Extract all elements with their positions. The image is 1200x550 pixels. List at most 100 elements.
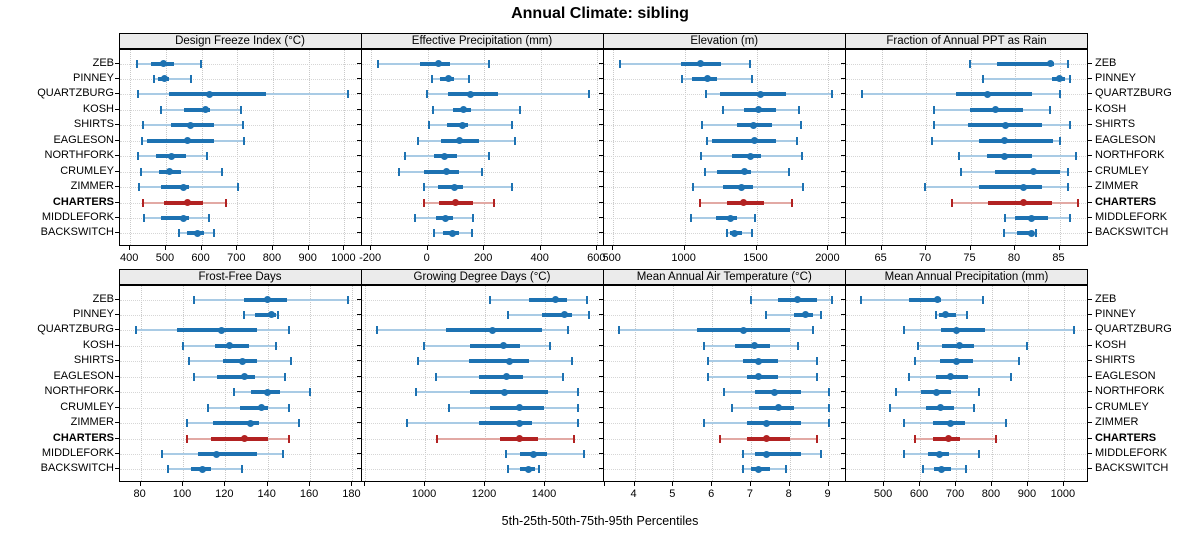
y-tick bbox=[841, 170, 845, 172]
x-tick-label: 700 bbox=[945, 488, 965, 500]
whisker-cap bbox=[1073, 326, 1076, 335]
whisker-cap bbox=[142, 214, 145, 222]
percentile-whisker bbox=[432, 108, 521, 111]
x-tick bbox=[749, 482, 751, 486]
percentile-whisker bbox=[428, 124, 512, 127]
median-dot bbox=[257, 404, 265, 412]
whisker-cap bbox=[1069, 214, 1072, 222]
panel-title: Frost-Free Days bbox=[198, 271, 282, 283]
y-tick bbox=[841, 313, 845, 315]
x-tick bbox=[236, 246, 238, 250]
x-tick bbox=[129, 246, 131, 250]
gridline bbox=[1015, 50, 1017, 245]
whisker-cap bbox=[281, 450, 284, 458]
x-tick-label: 6 bbox=[708, 488, 715, 500]
y-tick bbox=[356, 329, 361, 331]
median-dot bbox=[193, 229, 201, 237]
station-label-left: CHARTERS bbox=[52, 431, 114, 444]
y-tick bbox=[356, 155, 361, 157]
y-tick bbox=[841, 108, 845, 110]
station-label-right: SHIRTS bbox=[1095, 354, 1136, 367]
whisker-cap bbox=[914, 357, 917, 366]
x-tick bbox=[1062, 482, 1064, 486]
whisker-cap bbox=[968, 59, 971, 68]
median-dot bbox=[1000, 137, 1008, 145]
y-tick bbox=[1088, 217, 1092, 218]
whisker-cap bbox=[815, 357, 818, 366]
iqr-bar bbox=[956, 92, 1032, 97]
gridline bbox=[183, 286, 185, 481]
whisker-cap bbox=[704, 90, 707, 99]
y-tick bbox=[841, 298, 845, 300]
iqr-bar bbox=[528, 297, 568, 302]
y-tick bbox=[598, 232, 603, 234]
whisker-cap bbox=[827, 419, 830, 428]
median-dot bbox=[502, 373, 510, 381]
x-tick-label: 600 bbox=[909, 488, 929, 500]
x-tick bbox=[827, 482, 829, 486]
whisker-cap bbox=[1004, 214, 1007, 222]
whisker-cap bbox=[137, 90, 140, 99]
y-tick bbox=[356, 313, 361, 315]
median-dot bbox=[774, 404, 782, 412]
whisker-cap bbox=[426, 90, 429, 99]
station-label-left: KOSH bbox=[82, 102, 114, 115]
y-tick bbox=[598, 139, 603, 141]
whisker-cap bbox=[510, 183, 513, 192]
iqr-bar bbox=[147, 138, 215, 143]
x-tick bbox=[603, 482, 605, 486]
whisker-cap bbox=[232, 388, 235, 397]
x-tick bbox=[182, 482, 184, 486]
gridline bbox=[485, 286, 487, 481]
gridline bbox=[926, 50, 928, 245]
whisker-cap bbox=[815, 434, 818, 443]
y-tick bbox=[1088, 139, 1092, 141]
y-tick bbox=[356, 422, 361, 424]
median-dot bbox=[459, 106, 467, 114]
x-tick bbox=[596, 246, 598, 250]
whisker-cap bbox=[493, 198, 496, 207]
whisker-cap bbox=[398, 167, 401, 176]
median-dot bbox=[945, 435, 953, 443]
gridline bbox=[310, 286, 312, 481]
x-tick bbox=[271, 246, 273, 250]
whisker-cap bbox=[423, 198, 426, 207]
whisker-cap bbox=[212, 229, 215, 238]
x-tick bbox=[1058, 246, 1060, 250]
whisker-cap bbox=[965, 465, 968, 474]
gridline bbox=[920, 286, 922, 481]
whisker-cap bbox=[827, 403, 830, 412]
whisker-cap bbox=[801, 152, 804, 161]
gridline bbox=[884, 286, 886, 481]
panel-plot bbox=[845, 49, 1088, 246]
x-tick-label: 400 bbox=[120, 252, 139, 264]
x-tick bbox=[955, 482, 957, 486]
row-guide bbox=[361, 469, 603, 471]
panel-strip: Effective Precipitation (mm) bbox=[360, 33, 604, 49]
median-dot bbox=[801, 311, 809, 319]
median-dot bbox=[452, 199, 460, 207]
whisker-cap bbox=[562, 372, 565, 381]
panel-plot bbox=[360, 49, 604, 246]
median-dot bbox=[489, 326, 497, 334]
station-label-left: SHIRTS bbox=[73, 354, 114, 367]
iqr-bar bbox=[164, 200, 204, 205]
whisker-cap bbox=[982, 74, 984, 83]
panel-title: Design Freeze Index (°C) bbox=[175, 35, 305, 47]
whisker-cap bbox=[924, 183, 927, 192]
whisker-cap bbox=[434, 372, 437, 381]
whisker-cap bbox=[406, 419, 409, 428]
iqr-bar bbox=[754, 452, 802, 456]
x-tick-label: 80 bbox=[1007, 252, 1021, 264]
y-tick bbox=[114, 186, 119, 188]
x-tick bbox=[1014, 246, 1016, 250]
whisker-cap bbox=[480, 167, 483, 176]
median-dot bbox=[160, 75, 168, 83]
whisker-cap bbox=[933, 121, 936, 130]
x-tick bbox=[309, 482, 311, 486]
x-tick bbox=[307, 246, 309, 250]
whisker-cap bbox=[192, 295, 195, 304]
iqr-bar bbox=[424, 169, 460, 174]
whisker-cap bbox=[275, 341, 278, 350]
y-tick bbox=[841, 437, 845, 439]
